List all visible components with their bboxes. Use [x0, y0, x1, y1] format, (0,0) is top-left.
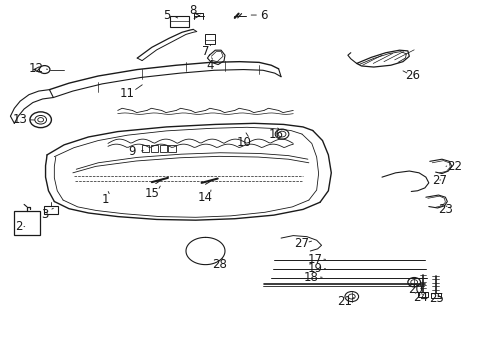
Bar: [159, 145, 166, 152]
Text: 27: 27: [431, 174, 446, 186]
Text: 15: 15: [144, 187, 159, 200]
Text: 19: 19: [307, 262, 322, 275]
Text: 6: 6: [260, 9, 267, 22]
Text: 14: 14: [198, 191, 213, 204]
Text: 5: 5: [163, 9, 170, 22]
Bar: [43, 206, 58, 214]
Text: 10: 10: [237, 136, 251, 149]
Text: 24: 24: [413, 291, 427, 304]
Bar: [430, 293, 440, 298]
Text: 25: 25: [428, 292, 443, 305]
Text: 22: 22: [446, 160, 461, 173]
Text: 9: 9: [128, 145, 136, 158]
Text: 4: 4: [206, 59, 214, 72]
Bar: [170, 17, 188, 27]
Bar: [14, 211, 40, 234]
Text: 26: 26: [405, 69, 419, 82]
Text: 23: 23: [437, 203, 452, 216]
Text: 21: 21: [336, 295, 351, 308]
Text: 27: 27: [294, 237, 309, 250]
Text: 11: 11: [120, 87, 135, 100]
Bar: [417, 292, 427, 297]
Text: 28: 28: [211, 258, 226, 271]
Bar: [168, 145, 175, 152]
Text: 12: 12: [28, 62, 43, 75]
Text: 16: 16: [268, 127, 283, 141]
Text: 2: 2: [16, 220, 23, 233]
Text: 7: 7: [202, 45, 209, 58]
Bar: [151, 145, 158, 152]
Text: 1: 1: [102, 193, 109, 206]
Text: 8: 8: [189, 4, 197, 17]
Text: 13: 13: [13, 113, 28, 126]
Bar: [204, 34, 215, 44]
Text: 3: 3: [41, 208, 48, 221]
Bar: [142, 145, 149, 152]
Text: 20: 20: [407, 283, 422, 296]
Text: 18: 18: [303, 271, 318, 284]
Text: 17: 17: [307, 253, 322, 266]
